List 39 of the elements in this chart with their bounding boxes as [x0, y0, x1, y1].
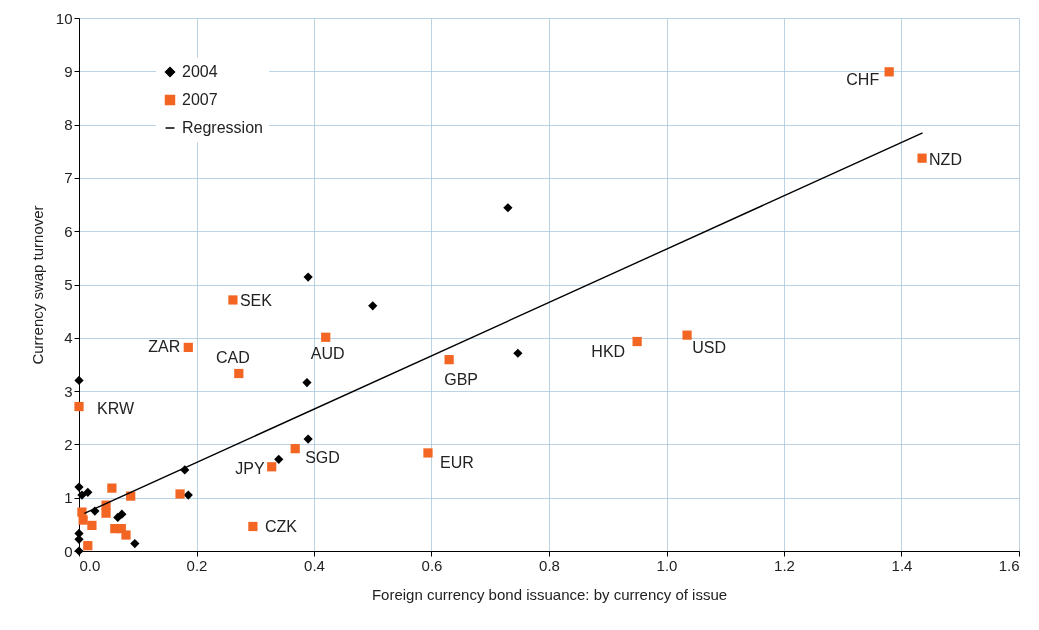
annotation: CAD	[215, 348, 250, 366]
x-tick-label: 1.0	[656, 556, 678, 574]
annotation: SGD	[305, 448, 340, 466]
y-tick-label: 6	[64, 222, 73, 240]
y-tick-label: 3	[64, 382, 73, 400]
y-tick-label: 8	[64, 116, 73, 134]
annotation: NZD	[929, 151, 962, 169]
annotation: GBP	[444, 370, 479, 388]
x-tick-label: 0.6	[421, 556, 443, 574]
y-tick-label: 0	[64, 542, 73, 560]
y-tick-label: 7	[64, 169, 73, 187]
y-tick-label: 5	[64, 276, 73, 293]
annotation: ZAR	[148, 338, 181, 356]
annotation: HKD	[591, 342, 626, 360]
annotation: JPY	[235, 459, 266, 477]
y-tick-label: 2	[64, 435, 73, 453]
annotation: SEK	[239, 291, 273, 309]
annotation: KRW	[97, 399, 135, 417]
annotation: AUD	[310, 345, 345, 363]
annotation: USD	[692, 339, 726, 357]
y-tick-label: 4	[64, 329, 73, 347]
x-tick-label: 1.4	[891, 556, 913, 574]
legend-label: 2007	[182, 91, 218, 108]
x-tick-label: 0.8	[539, 556, 560, 574]
x-axis-title: Foreign currency bond issuance: by currency of issue	[371, 585, 728, 603]
annotation: CZK	[264, 518, 298, 536]
y-tick-label: 9	[64, 62, 73, 80]
y-tick-label: 1	[64, 489, 73, 507]
x-tick-label: 0.0	[79, 556, 101, 574]
x-tick-label: 1.6	[998, 556, 1020, 574]
y-tick-label: 10	[55, 9, 73, 27]
legend-label: Regression	[182, 119, 263, 136]
x-tick-label: 0.4	[304, 556, 325, 574]
x-tick-label: 1.2	[774, 556, 795, 574]
legend-label: 2004	[182, 63, 218, 80]
y-axis-title: Currency swap turnover	[28, 205, 46, 365]
annotation: EUR	[439, 453, 474, 471]
x-tick-label: 0.2	[186, 556, 208, 574]
annotation: CHF	[846, 70, 880, 88]
